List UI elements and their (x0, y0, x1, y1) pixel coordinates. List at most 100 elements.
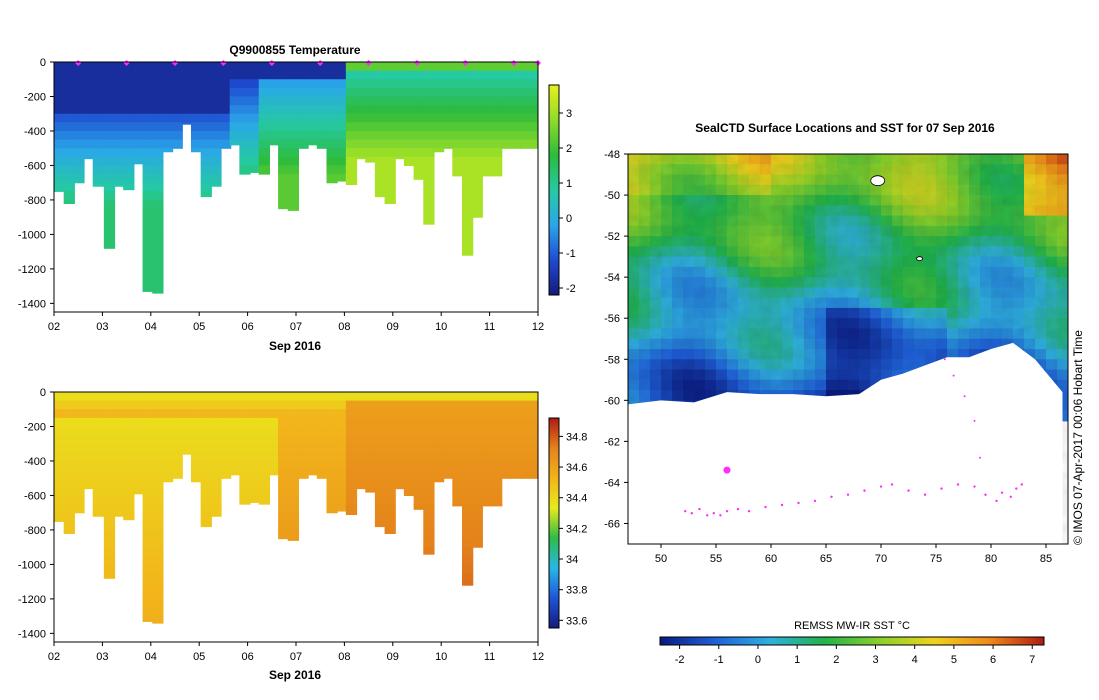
heatmap-cell (384, 512, 396, 522)
heatmap-cell (249, 113, 261, 123)
heatmap-cell (316, 426, 329, 436)
heatmap-cell (258, 409, 270, 419)
heatmap-cell (452, 443, 464, 453)
heatmap-cell (54, 96, 66, 106)
heatmap-cell (161, 400, 174, 410)
heatmap-cell (152, 199, 164, 210)
track-point (719, 514, 722, 517)
heatmap-cell (384, 417, 396, 428)
heatmap-cell (113, 512, 125, 517)
heatmap-cell (384, 70, 396, 80)
heatmap-cell (365, 70, 377, 80)
heatmap-cell (181, 452, 193, 455)
heatmap-cell (92, 409, 106, 419)
heatmap-cell (181, 417, 193, 428)
heatmap-cell (510, 62, 522, 72)
heatmap-cell (538, 435, 548, 444)
heatmap-cell (54, 486, 66, 497)
track-point (1020, 483, 1023, 486)
track-point (984, 493, 987, 496)
heatmap-cell (384, 113, 396, 123)
heatmap-cell (423, 478, 435, 488)
heatmap-cell (171, 400, 183, 410)
x-tick-label: 09 (387, 321, 399, 333)
heatmap-cell (103, 243, 116, 249)
heatmap-cell (491, 469, 503, 479)
heatmap-cell (384, 400, 396, 410)
heatmap-cell (249, 392, 261, 402)
heatmap-cell (529, 469, 538, 479)
heatmap-cell (54, 182, 66, 192)
heatmap-cell (229, 460, 241, 471)
heatmap-cell (190, 400, 203, 410)
heatmap-cell (374, 79, 387, 89)
sst-colorbar-tick-label: 2 (833, 654, 839, 666)
heatmap-cell (481, 62, 493, 72)
heatmap-cell (287, 156, 300, 167)
x-tick-label: 02 (48, 651, 60, 663)
heatmap-cell (326, 148, 338, 158)
heatmap-cell (462, 538, 474, 548)
heatmap-cell (481, 409, 493, 419)
heatmap-cell (83, 478, 95, 488)
heatmap-cell (181, 122, 193, 125)
heatmap-cell (200, 122, 212, 132)
heatmap-cell (345, 435, 358, 445)
heatmap-cell (462, 199, 474, 210)
heatmap-cell (462, 182, 474, 192)
heatmap-cell (471, 62, 483, 72)
heatmap-cell (132, 460, 145, 471)
heatmap-cell (413, 392, 425, 402)
heatmap-cell (92, 504, 106, 514)
heatmap-cell (142, 148, 154, 158)
heatmap-cell (258, 156, 270, 167)
heatmap-cell (520, 105, 532, 115)
heatmap-cell (307, 400, 319, 410)
heatmap-cell (432, 130, 445, 141)
heatmap-cell (413, 452, 425, 462)
heatmap-cell (229, 113, 241, 123)
heatmap-cell (171, 460, 183, 471)
heatmap-cell (287, 113, 300, 123)
heatmap-cell (336, 478, 348, 488)
heatmap-cell (287, 400, 300, 410)
heatmap-cell (452, 79, 464, 89)
heatmap-cell (355, 156, 367, 160)
heatmap-cell (92, 174, 106, 184)
heatmap-cell (374, 460, 387, 471)
heatmap-cell (142, 417, 154, 428)
y-tick-label: -400 (24, 456, 46, 468)
latest-position-marker (723, 466, 731, 474)
heatmap-cell (171, 96, 183, 106)
heatmap-cell (210, 70, 222, 80)
heatmap-cell (278, 79, 290, 89)
heatmap-cell (287, 139, 300, 149)
heatmap-cell (54, 426, 66, 436)
heatmap-cell (491, 460, 503, 471)
heatmap-cell (239, 392, 251, 402)
heatmap-cell (268, 70, 280, 80)
heatmap-cell (258, 148, 270, 158)
heatmap-cell (181, 443, 193, 453)
heatmap-cell (249, 469, 261, 479)
heatmap-cell (500, 70, 512, 80)
heatmap-cell (452, 165, 464, 175)
heatmap-cell (200, 79, 212, 89)
heatmap-cell (268, 113, 280, 123)
heatmap-cell (258, 96, 270, 106)
heatmap-cell (249, 495, 261, 503)
heatmap-cell (54, 174, 66, 184)
heatmap-cell (142, 573, 154, 583)
heatmap-cell (510, 87, 522, 98)
heatmap-cell (103, 174, 116, 184)
x-tick-label: 04 (145, 651, 157, 663)
heatmap-cell (297, 122, 309, 132)
heatmap-cell (132, 70, 145, 80)
heatmap-cell (365, 96, 377, 106)
heatmap-cell (481, 504, 493, 507)
heatmap-cell (481, 435, 493, 445)
heatmap-cell (423, 130, 435, 141)
heatmap-cell (210, 452, 222, 462)
heatmap-cell (268, 443, 280, 453)
